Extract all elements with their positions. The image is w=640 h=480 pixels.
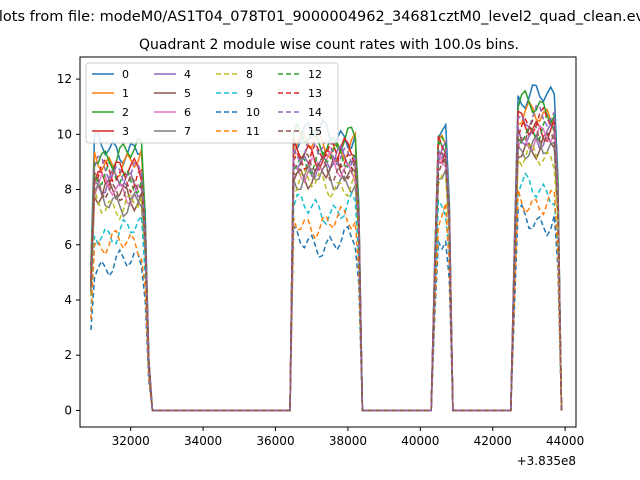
x-tick-label: 42000	[474, 434, 512, 448]
legend-label-1: 1	[122, 87, 129, 100]
x-tick-label: 34000	[184, 434, 222, 448]
series-group	[90, 84, 563, 412]
legend-label-3: 3	[122, 125, 129, 138]
series-line-15	[90, 118, 563, 412]
y-tick-label: 4	[64, 293, 72, 307]
legend-label-4: 4	[184, 68, 191, 81]
legend-label-6: 6	[184, 106, 191, 119]
y-tick-label: 2	[64, 348, 72, 362]
legend-label-12: 12	[308, 68, 322, 81]
legend-label-7: 7	[184, 125, 191, 138]
figure-suptitle: Plots from file: modeM0/AS1T04_078T01_90…	[0, 9, 640, 25]
x-tick-label: 32000	[112, 434, 150, 448]
axes-frame	[79, 56, 577, 428]
y-tick-label: 6	[64, 238, 72, 252]
series-line-10	[90, 203, 563, 412]
series-line-1	[90, 99, 563, 412]
legend-label-9: 9	[246, 87, 253, 100]
series-line-14	[90, 104, 563, 412]
legend-box	[85, 62, 339, 144]
series-line-9	[90, 172, 563, 412]
y-tick-label: 0	[64, 403, 72, 417]
legend-label-5: 5	[184, 87, 191, 100]
x-tick-label: 40000	[401, 434, 439, 448]
legend-label-0: 0	[122, 68, 129, 81]
series-line-13	[90, 106, 563, 412]
x-axis: 32000 34000 36000 38000 40000 42000 44000	[112, 427, 584, 448]
series-line-6	[90, 124, 563, 412]
y-axis: 0 2 4 6 8 10 12	[57, 72, 80, 417]
legend-label-10: 10	[246, 106, 260, 119]
legend-label-11: 11	[246, 125, 260, 138]
series-line-11	[90, 189, 563, 412]
x-offset-label: +3.835e8	[517, 454, 576, 468]
legend-label-8: 8	[246, 68, 253, 81]
chart-title: Quadrant 2 module wise count rates with …	[139, 37, 519, 53]
legend-label-15: 15	[308, 125, 322, 138]
legend-label-2: 2	[122, 106, 129, 119]
legend-label-13: 13	[308, 87, 322, 100]
plot-area	[90, 84, 563, 412]
x-tick-label: 44000	[546, 434, 584, 448]
y-tick-label: 12	[57, 72, 72, 86]
x-tick-label: 36000	[256, 434, 294, 448]
y-tick-label: 10	[57, 127, 72, 141]
series-line-8	[90, 143, 563, 412]
x-tick-label: 38000	[329, 434, 367, 448]
legend-label-14: 14	[308, 106, 322, 119]
series-line-5	[90, 132, 563, 412]
y-tick-label: 8	[64, 183, 72, 197]
